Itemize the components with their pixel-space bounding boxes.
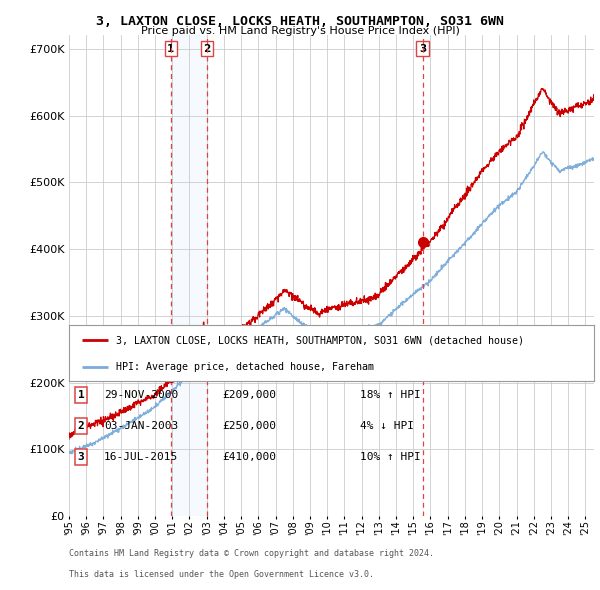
Text: Price paid vs. HM Land Registry's House Price Index (HPI): Price paid vs. HM Land Registry's House …: [140, 26, 460, 36]
Text: 2: 2: [77, 421, 85, 431]
Text: £209,000: £209,000: [222, 391, 276, 400]
Text: 29-NOV-2000: 29-NOV-2000: [104, 391, 178, 400]
Text: 3: 3: [77, 452, 85, 461]
Text: 10% ↑ HPI: 10% ↑ HPI: [360, 452, 421, 461]
Text: 1: 1: [167, 44, 175, 54]
Text: 1: 1: [77, 391, 85, 400]
Text: £250,000: £250,000: [222, 421, 276, 431]
Text: Contains HM Land Registry data © Crown copyright and database right 2024.: Contains HM Land Registry data © Crown c…: [69, 549, 434, 558]
Text: 4% ↓ HPI: 4% ↓ HPI: [360, 421, 414, 431]
Text: 16-JUL-2015: 16-JUL-2015: [104, 452, 178, 461]
Bar: [171, 35, 207, 516]
Text: 2: 2: [203, 44, 211, 54]
Text: HPI: Average price, detached house, Fareham: HPI: Average price, detached house, Fare…: [116, 362, 374, 372]
Text: 3, LAXTON CLOSE, LOCKS HEATH, SOUTHAMPTON, SO31 6WN: 3, LAXTON CLOSE, LOCKS HEATH, SOUTHAMPTO…: [96, 15, 504, 28]
Text: 3, LAXTON CLOSE, LOCKS HEATH, SOUTHAMPTON, SO31 6WN (detached house): 3, LAXTON CLOSE, LOCKS HEATH, SOUTHAMPTO…: [116, 335, 524, 345]
Text: 18% ↑ HPI: 18% ↑ HPI: [360, 391, 421, 400]
Text: This data is licensed under the Open Government Licence v3.0.: This data is licensed under the Open Gov…: [69, 571, 374, 579]
Text: £410,000: £410,000: [222, 452, 276, 461]
Text: 03-JAN-2003: 03-JAN-2003: [104, 421, 178, 431]
Text: 3: 3: [419, 44, 426, 54]
